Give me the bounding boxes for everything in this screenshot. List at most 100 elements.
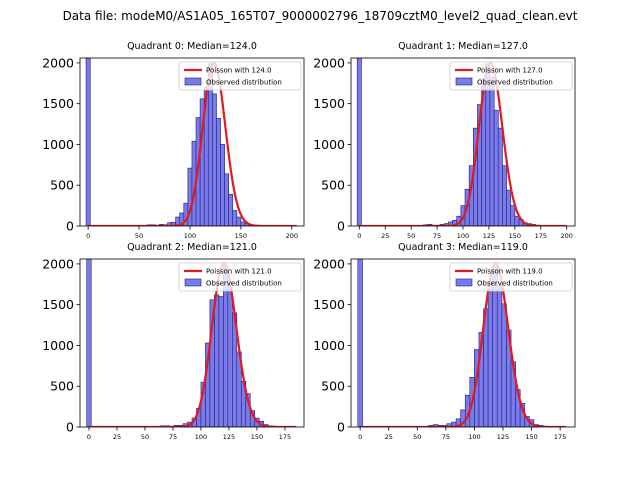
x-tick-label: 200: [560, 232, 572, 240]
histogram-bar: [502, 165, 507, 226]
legend-observed-swatch: [455, 278, 473, 287]
axes-frame: [79, 258, 305, 428]
x-tick-label: 200: [286, 232, 298, 240]
histogram-bar-zero: [357, 259, 363, 427]
legend-box: [449, 61, 573, 91]
x-tick-label: 150: [525, 433, 537, 441]
y-tick-label: 500: [50, 178, 74, 193]
legend-box: [178, 61, 302, 91]
x-tick-label: 100: [457, 232, 469, 240]
x-tick-label: 25: [381, 232, 389, 240]
y-tick-label: 0: [66, 219, 74, 234]
histogram-bar: [228, 193, 234, 226]
quadrant-3-chart: Quadrant 3: Median=119.0 0 25 50 75 100 125 150…: [313, 242, 576, 441]
x-tick-label: 25: [113, 433, 121, 441]
x-tick-label: 0: [87, 433, 91, 441]
histogram-bar-zero: [356, 58, 362, 226]
histogram-bar: [510, 205, 516, 226]
legend: Poisson with 121.0 Observed distribution: [178, 262, 302, 292]
y-tick-label: 500: [321, 379, 345, 394]
y-tick-label: 2000: [313, 55, 345, 70]
histogram-bar: [218, 296, 224, 427]
legend: Poisson with 127.0 Observed distribution: [449, 61, 573, 91]
quadrant-3-title: Quadrant 3: Median=119.0: [398, 242, 528, 253]
y-tick-label: 500: [50, 379, 74, 394]
x-tick-label: 150: [509, 232, 521, 240]
plot-area: [85, 58, 297, 226]
poisson-curve: [360, 262, 566, 427]
histogram-bar: [514, 215, 520, 226]
y-tick-label: 1000: [313, 338, 345, 353]
histogram-bar: [501, 303, 507, 427]
y-tick-label: 2000: [42, 55, 74, 70]
legend-observed-swatch: [455, 77, 473, 86]
x-tick-label: 150: [235, 232, 247, 240]
axes-frame: [350, 258, 576, 428]
legend-observed-label: Observed distribution: [477, 79, 553, 87]
legend-poisson-label: Poisson with 121.0: [206, 268, 272, 276]
histogram-bar: [220, 144, 225, 226]
legend-observed-label: Observed distribution: [477, 280, 553, 288]
legend-observed-swatch: [184, 278, 202, 287]
histogram-bar: [506, 189, 512, 226]
quadrant-2-title: Quadrant 2: Median=121.0: [127, 242, 257, 253]
axes-frame: [79, 57, 305, 227]
poisson-curve: [88, 262, 297, 427]
quadrant-0-title: Quadrant 0: Median=124.0: [127, 41, 257, 52]
histogram-bar: [496, 285, 503, 427]
histogram-bar: [232, 210, 238, 226]
legend-poisson-label: Poisson with 127.0: [477, 67, 543, 75]
x-tick-label: 50: [407, 232, 415, 240]
y-tick-label: 1500: [42, 96, 74, 111]
x-tick-label: 175: [279, 433, 291, 441]
x-tick-label: 50: [413, 433, 421, 441]
x-tick-label: 25: [385, 433, 393, 441]
legend-observed-label: Observed distribution: [206, 79, 282, 87]
histogram-bar: [240, 221, 246, 226]
legend: Poisson with 119.0 Observed distribution: [449, 262, 573, 292]
x-tick-label: 75: [169, 433, 177, 441]
histogram-bar: [489, 76, 495, 226]
x-tick-label: 50: [141, 433, 149, 441]
y-tick-label: 1000: [42, 338, 74, 353]
histogram-bar: [224, 173, 230, 226]
y-tick-label: 1000: [313, 137, 345, 152]
x-tick-label: 50: [135, 232, 143, 240]
legend-poisson-label: Poisson with 124.0: [206, 67, 272, 75]
x-tick-label: 125: [497, 433, 509, 441]
y-tick-label: 0: [66, 420, 74, 435]
x-tick-label: 100: [184, 232, 196, 240]
quadrant-1-chart: Quadrant 1: Median=127.0 0 25 50 75 100 125 150…: [313, 41, 576, 240]
x-tick-label: 150: [251, 433, 263, 441]
x-tick-label: 75: [442, 433, 450, 441]
y-tick-label: 0: [337, 420, 345, 435]
legend: Poisson with 124.0 Observed distribution: [178, 61, 302, 91]
y-tick-label: 1000: [42, 137, 74, 152]
histogram-bar: [493, 109, 499, 226]
legend-box: [449, 262, 573, 292]
quadrant-1-title: Quadrant 1: Median=127.0: [398, 41, 528, 52]
y-tick-label: 0: [337, 219, 345, 234]
quadrant-panels: Quadrant 0: Median=124.00 50 100 150 2000500…: [42, 41, 576, 441]
x-tick-label: 0: [357, 232, 361, 240]
x-tick-label: 100: [468, 433, 480, 441]
plot-area: [86, 259, 297, 427]
x-tick-label: 0: [358, 433, 362, 441]
x-tick-label: 75: [433, 232, 441, 240]
histogram-bar: [497, 127, 503, 226]
x-tick-label: 125: [223, 433, 235, 441]
legend-observed-swatch: [184, 77, 202, 86]
histogram-bar: [227, 280, 233, 427]
y-tick-label: 500: [321, 178, 345, 193]
histogram-bar: [212, 93, 217, 226]
x-tick-label: 175: [554, 433, 566, 441]
figure-title: Data file: modeM0/AS1A05_165T07_90000027…: [63, 9, 578, 23]
legend-box: [178, 262, 302, 292]
histogram-bar: [216, 118, 221, 226]
y-tick-label: 1500: [42, 297, 74, 312]
x-tick-label: 0: [86, 232, 90, 240]
legend-observed-label: Observed distribution: [206, 280, 282, 288]
histogram-bar: [487, 281, 494, 427]
histogram-bar: [236, 216, 242, 226]
y-tick-label: 2000: [42, 256, 74, 271]
